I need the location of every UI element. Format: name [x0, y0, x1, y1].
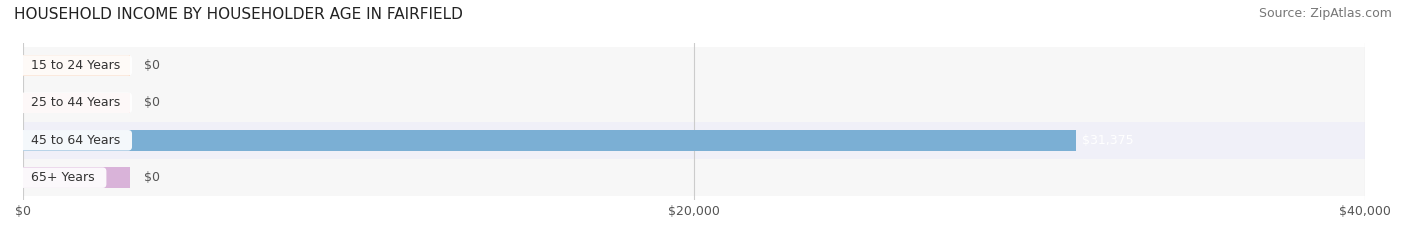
Text: $0: $0: [143, 171, 160, 184]
Bar: [22, 93, 131, 113]
Text: 45 to 64 Years: 45 to 64 Years: [22, 134, 128, 147]
Text: HOUSEHOLD INCOME BY HOUSEHOLDER AGE IN FAIRFIELD: HOUSEHOLD INCOME BY HOUSEHOLDER AGE IN F…: [14, 7, 463, 22]
Bar: [22, 84, 1365, 122]
Bar: [22, 47, 1365, 84]
Text: $0: $0: [143, 96, 160, 109]
Text: 15 to 24 Years: 15 to 24 Years: [22, 59, 128, 72]
Text: $31,375: $31,375: [1083, 134, 1135, 147]
Text: 25 to 44 Years: 25 to 44 Years: [22, 96, 128, 109]
Text: $0: $0: [143, 59, 160, 72]
Bar: [22, 55, 131, 76]
Bar: [22, 130, 1076, 151]
Text: Source: ZipAtlas.com: Source: ZipAtlas.com: [1258, 7, 1392, 20]
Text: 65+ Years: 65+ Years: [22, 171, 103, 184]
Bar: [22, 159, 1365, 196]
Bar: [22, 167, 131, 188]
Bar: [22, 122, 1365, 159]
